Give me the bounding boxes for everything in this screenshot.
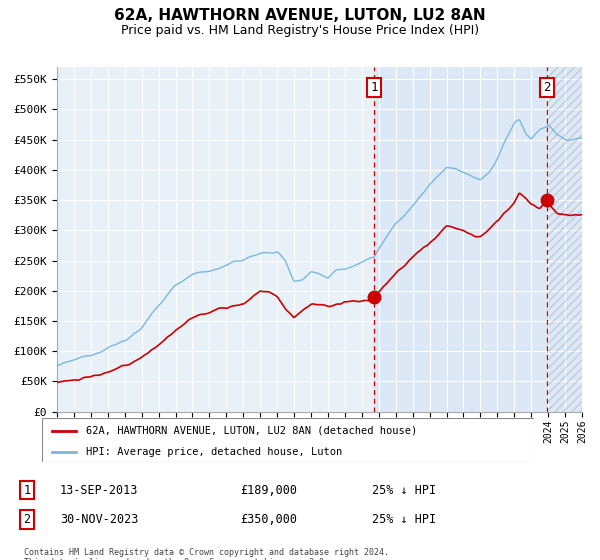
Text: 25% ↓ HPI: 25% ↓ HPI bbox=[372, 483, 436, 497]
Text: 2: 2 bbox=[543, 81, 551, 94]
Text: 30-NOV-2023: 30-NOV-2023 bbox=[60, 513, 139, 526]
FancyBboxPatch shape bbox=[42, 418, 534, 462]
Text: HPI: Average price, detached house, Luton: HPI: Average price, detached house, Luto… bbox=[86, 447, 343, 458]
Text: 1: 1 bbox=[23, 483, 31, 497]
Text: £189,000: £189,000 bbox=[240, 483, 297, 497]
Text: Price paid vs. HM Land Registry's House Price Index (HPI): Price paid vs. HM Land Registry's House … bbox=[121, 24, 479, 36]
Text: 2: 2 bbox=[23, 513, 31, 526]
Text: £350,000: £350,000 bbox=[240, 513, 297, 526]
Text: Contains HM Land Registry data © Crown copyright and database right 2024.
This d: Contains HM Land Registry data © Crown c… bbox=[24, 548, 389, 560]
Text: 62A, HAWTHORN AVENUE, LUTON, LU2 8AN: 62A, HAWTHORN AVENUE, LUTON, LU2 8AN bbox=[114, 8, 486, 24]
Text: 62A, HAWTHORN AVENUE, LUTON, LU2 8AN (detached house): 62A, HAWTHORN AVENUE, LUTON, LU2 8AN (de… bbox=[86, 426, 418, 436]
Text: 1: 1 bbox=[370, 81, 377, 94]
Bar bbox=[547, 67, 582, 412]
Text: 13-SEP-2013: 13-SEP-2013 bbox=[60, 483, 139, 497]
Text: 25% ↓ HPI: 25% ↓ HPI bbox=[372, 513, 436, 526]
Bar bbox=[374, 67, 582, 412]
